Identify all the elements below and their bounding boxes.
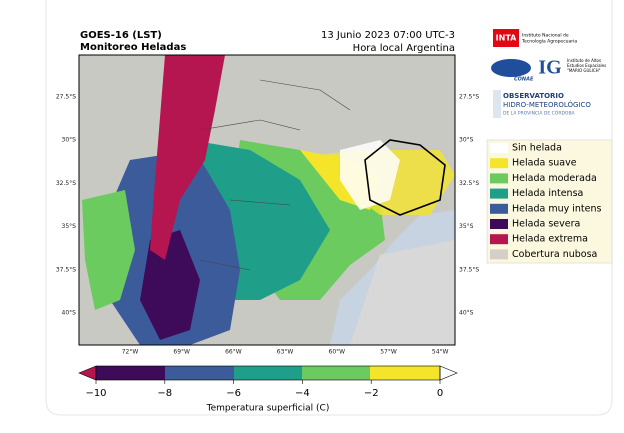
- colorbar-tick-label: −4: [295, 388, 310, 399]
- colorbar-end: [78, 365, 97, 381]
- lat-label: 32.5°S: [56, 180, 76, 187]
- map-title: GOES-16 (LST): [80, 30, 162, 41]
- legend-swatch: [490, 188, 508, 199]
- map-date: 13 Junio 2023 07:00 UTC-3: [321, 30, 455, 41]
- colorbar-tick-label: −6: [226, 388, 241, 399]
- legend-label: Helada moderada: [512, 173, 597, 184]
- colorbar-segment: [370, 366, 440, 380]
- frost-severe: [140, 230, 200, 340]
- colorbar-end: [439, 365, 458, 381]
- lon-label: 57°W: [380, 349, 397, 356]
- lat-label: 35°S: [62, 223, 77, 230]
- frost-moderate-chile: [82, 190, 135, 310]
- ig-name: Estudios Espaciales: [567, 63, 606, 68]
- lat-label: 37.5°S: [56, 266, 76, 273]
- lon-label: 60°W: [329, 349, 346, 356]
- obs-text: DE LA PROVINCIA DE CÓRDOBA: [503, 110, 576, 117]
- legend-label: Helada suave: [512, 158, 577, 169]
- conae-logo: [491, 59, 531, 77]
- legend-swatch: [490, 158, 508, 169]
- colorbar-segment: [165, 366, 234, 380]
- map-timezone: Hora local Argentina: [353, 43, 455, 54]
- obs-text: OBSERVATORIO: [503, 92, 564, 100]
- legend-swatch: [490, 249, 508, 260]
- logos: INTA Instituto Nacional de Tecnología Ag…: [491, 29, 606, 118]
- card-border: [45, 0, 613, 416]
- lon-label: 63°W: [277, 349, 294, 356]
- legend-label: Helada extrema: [512, 234, 588, 245]
- lat-label: 37.5°S: [459, 266, 479, 273]
- lat-label: 30°S: [62, 137, 77, 144]
- frost-extreme: [150, 55, 225, 260]
- lat-label: 40°S: [459, 310, 474, 317]
- legend-swatch: [490, 173, 508, 184]
- legend-swatch: [490, 203, 508, 214]
- colorbar-tick-label: −8: [157, 388, 172, 399]
- no-frost: [340, 140, 400, 210]
- map-frame: [78, 54, 456, 346]
- map-subtitle: Monitoreo Heladas: [80, 42, 186, 53]
- borders: [199, 79, 351, 271]
- legend-label: Helada muy intens: [512, 203, 601, 214]
- lon-label: 54°W: [432, 349, 449, 356]
- obs-logo: [493, 90, 501, 118]
- colorbar-frame: [95, 365, 441, 381]
- colorbar-label: Temperatura superficial (C): [206, 404, 330, 414]
- obs-text: HIDRO-METEOROLÓGICO: [503, 100, 591, 109]
- lon-label: 66°W: [225, 349, 242, 356]
- inta-name: Instituto Nacional de: [522, 33, 569, 39]
- colorbar-tick-label: −2: [364, 388, 379, 399]
- ig-name: Instituto de Altos: [567, 58, 601, 63]
- lat-label: 30°S: [459, 137, 474, 144]
- lat-label: 27.5°S: [56, 94, 76, 101]
- legend-swatch: [490, 219, 508, 229]
- colorbar: [78, 365, 458, 381]
- ig-name: "MARIO GULICH": [567, 68, 601, 73]
- ocean-clouds: [350, 240, 455, 345]
- inta-logo: [493, 29, 519, 47]
- legend-swatch: [490, 234, 508, 245]
- lat-label: 32.5°S: [459, 180, 479, 187]
- colorbar-segment: [234, 366, 302, 380]
- colorbar-segment: [302, 366, 370, 380]
- conae-text: CONAE: [514, 77, 534, 83]
- inta-name: Tecnología Agropecuaria: [521, 38, 577, 45]
- legend: Sin helada Helada suave Helada moderada Hel…: [490, 143, 601, 260]
- colorbar-segment: [96, 366, 165, 380]
- map: [78, 54, 456, 346]
- colorbar-tick-label: 0: [437, 388, 443, 399]
- legend-swatch: [490, 143, 508, 153]
- lon-label: 69°W: [173, 349, 190, 356]
- ig-logo: IG: [538, 57, 562, 79]
- legend-label: Sin helada: [512, 143, 562, 154]
- lon-label: 72°W: [122, 349, 139, 356]
- legend-label: Helada severa: [512, 219, 580, 230]
- map-axes: 27.5°S 27.5°S 30°S 30°S 32.5°S 32.5°S 35°S 35°S…: [56, 94, 480, 356]
- lat-label: 35°S: [459, 223, 474, 230]
- legend-label: Helada intensa: [512, 188, 583, 199]
- inta-text: INTA: [496, 34, 518, 43]
- lat-label: 40°S: [62, 310, 77, 317]
- province-outline: [364, 139, 446, 216]
- colorbar-ticks: −10 −8 −6 −4 −2 0: [85, 380, 443, 399]
- legend-label: Cobertura nubosa: [512, 249, 597, 260]
- colorbar-tick-label: −10: [85, 388, 106, 399]
- lat-label: 27.5°S: [459, 94, 479, 101]
